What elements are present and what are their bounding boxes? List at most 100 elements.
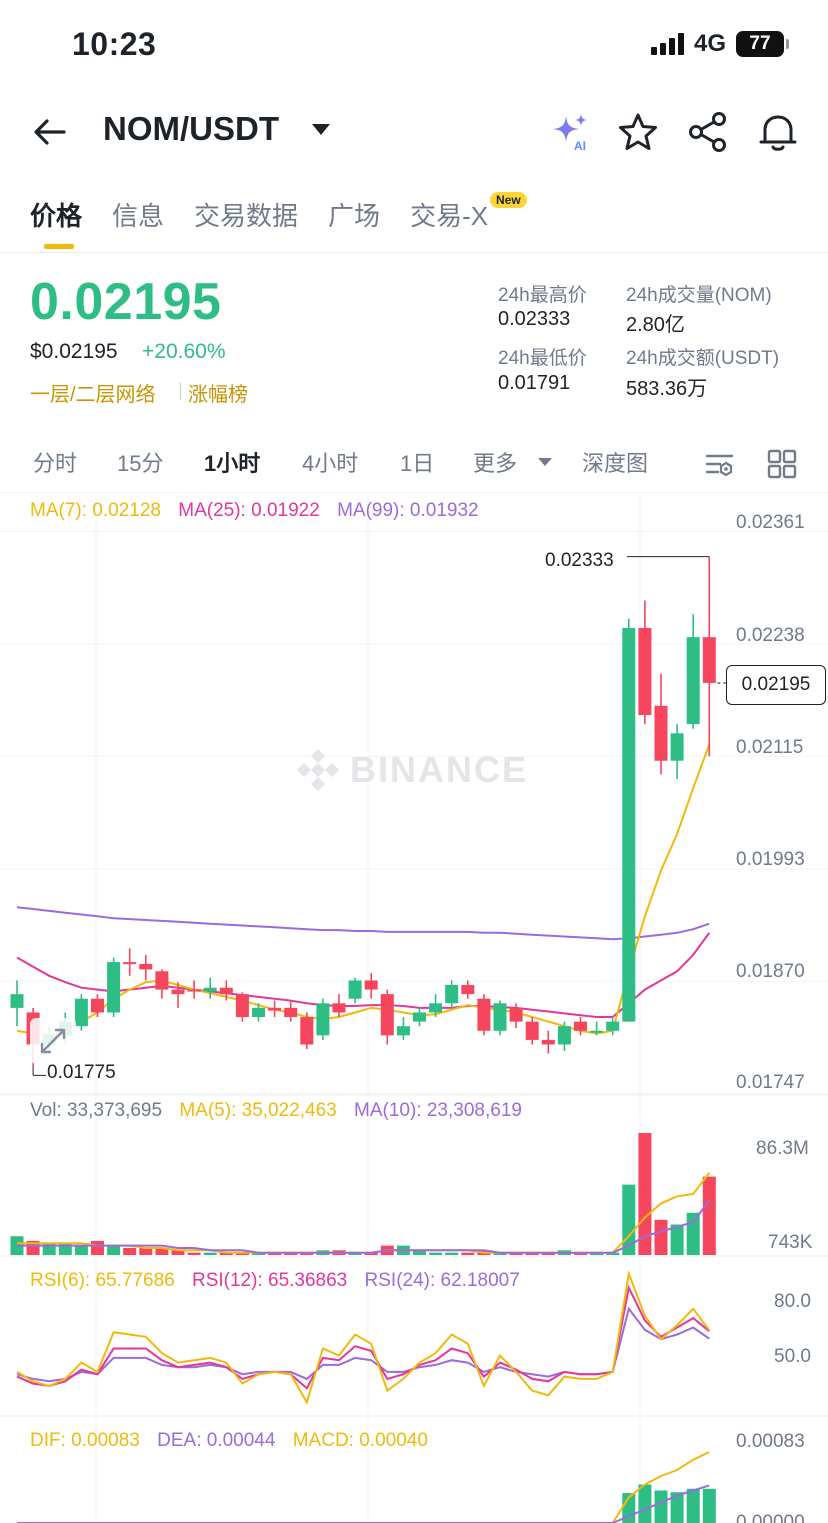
vol-ma5-line — [17, 1172, 711, 1254]
kline-chart[interactable] — [0, 492, 828, 1523]
signal-icon — [650, 33, 684, 55]
candle-body — [91, 998, 104, 1013]
volume-bar — [91, 1240, 104, 1255]
layout-grid-icon[interactable] — [766, 448, 798, 480]
candle-body — [445, 984, 459, 1004]
network-label: 4G — [693, 30, 726, 57]
last-price: 0.02195 — [30, 273, 222, 331]
candle-body — [606, 1021, 620, 1031]
interval-15m[interactable]: 15分 — [117, 451, 164, 476]
pair-title[interactable]: NOM/USDT — [103, 110, 279, 147]
interval-time-share[interactable]: 分时 — [33, 451, 78, 476]
battery-level: 77 — [749, 33, 771, 54]
price-change: +20.60% — [142, 340, 226, 363]
candle-body — [316, 1003, 330, 1036]
tab-info[interactable]: 信息 — [112, 201, 165, 231]
macd-bar — [702, 1488, 716, 1523]
candle-body — [10, 994, 24, 1008]
volume-bar — [235, 1252, 249, 1255]
candle-body — [654, 705, 668, 761]
expand-icon[interactable] — [30, 1018, 76, 1064]
volume-tick-label: 743K — [768, 1232, 813, 1253]
macd-bar — [638, 1484, 652, 1523]
volume-bar — [606, 1252, 620, 1255]
volume-bar — [364, 1252, 378, 1255]
candle-body — [541, 1039, 555, 1045]
dif-label: DIF: 0.00083 — [30, 1430, 140, 1451]
tab-price[interactable]: 价格 — [30, 201, 83, 231]
chevron-down-icon[interactable] — [538, 458, 552, 466]
price-tick-label: 0.02115 — [736, 737, 804, 758]
vol-ma10-line — [17, 1199, 711, 1254]
candle-body — [686, 637, 700, 725]
rsi-tick-label: 80.0 — [774, 1291, 811, 1312]
low-marker-label: 0.01775 — [47, 1062, 116, 1083]
volume-tick-label: 86.3M — [756, 1138, 809, 1159]
interval-4h[interactable]: 4小时 — [302, 451, 359, 476]
interval-more[interactable]: 更多 — [473, 451, 518, 476]
tab-trade-x[interactable]: 交易-X — [410, 201, 489, 231]
share-icon[interactable] — [686, 110, 730, 154]
interval-bar: 分时 15分 1小时 4小时 1日 更多 深度图 — [0, 440, 828, 484]
vol-ma10-label: MA(10): 23,308,619 — [354, 1100, 522, 1121]
candle-body — [348, 980, 362, 999]
stat-low-label: 24h最低价 — [498, 348, 587, 369]
volume-bar — [268, 1252, 282, 1255]
volume-bar — [622, 1184, 636, 1255]
volume-bar — [541, 1252, 555, 1255]
candle-body — [74, 998, 88, 1027]
volume-bar — [590, 1252, 604, 1255]
tab-square[interactable]: 广场 — [328, 201, 381, 231]
back-arrow-icon[interactable] — [30, 112, 70, 152]
candle-body — [364, 980, 378, 990]
dea-label: DEA: 0.00044 — [157, 1430, 276, 1451]
candle-body — [477, 998, 491, 1031]
candle-body — [525, 1021, 539, 1040]
interval-1d[interactable]: 1日 — [400, 451, 435, 476]
active-tab-indicator — [44, 244, 74, 249]
bell-icon[interactable] — [756, 110, 800, 154]
macd-tick-label: 0.00083 — [736, 1431, 805, 1452]
candle-body — [268, 1007, 282, 1011]
tab-trading-data[interactable]: 交易数据 — [194, 201, 299, 231]
ai-sparkle-icon[interactable]: AI — [548, 110, 592, 154]
volume-bar — [171, 1250, 185, 1255]
pair-dropdown-icon[interactable] — [312, 124, 330, 135]
candle-body — [187, 989, 201, 992]
macd-bar — [686, 1488, 700, 1523]
candle-body — [284, 1007, 298, 1018]
interval-1h[interactable]: 1小时 — [204, 451, 261, 476]
candle-body — [670, 733, 684, 761]
price-tick-label: 0.01747 — [736, 1072, 805, 1093]
candle-body — [429, 1003, 443, 1013]
candle-body — [557, 1026, 571, 1045]
volume-bar — [252, 1252, 265, 1255]
stat-volume-base-value: 2.80亿 — [626, 314, 685, 336]
high-marker-label: 0.02333 — [545, 550, 614, 571]
volume-bar — [574, 1252, 587, 1255]
tag-layer-network[interactable]: 一层/二层网络 — [30, 384, 156, 406]
candle-body — [219, 987, 233, 995]
star-icon[interactable] — [616, 110, 660, 154]
candle-body — [413, 1012, 426, 1022]
volume-bar — [638, 1133, 652, 1255]
dif-line — [17, 1451, 710, 1523]
tab-bar: 价格 信息 交易数据 广场 交易-X — [30, 196, 488, 233]
vol-ma5-label: MA(5): 35,022,463 — [179, 1100, 337, 1121]
candle-body — [171, 989, 185, 995]
rsi12-label: RSI(12): 65.36863 — [191, 1270, 348, 1291]
indicator-settings-icon[interactable] — [704, 448, 736, 480]
volume-bar — [686, 1212, 700, 1255]
dea-line — [17, 1484, 710, 1523]
candle-body — [622, 628, 636, 1022]
tag-separator: | — [178, 380, 183, 400]
svg-text:AI: AI — [574, 139, 586, 153]
price-tick-label: 0.02361 — [736, 512, 805, 533]
volume-bar — [413, 1250, 426, 1255]
ma7-line — [16, 743, 711, 1037]
tag-gainers[interactable]: 涨幅榜 — [188, 384, 248, 406]
candle-body — [252, 1007, 265, 1018]
depth-chart-tab[interactable]: 深度图 — [582, 451, 649, 476]
price-tick-label: 0.01870 — [736, 961, 805, 982]
volume-bar — [429, 1252, 443, 1255]
